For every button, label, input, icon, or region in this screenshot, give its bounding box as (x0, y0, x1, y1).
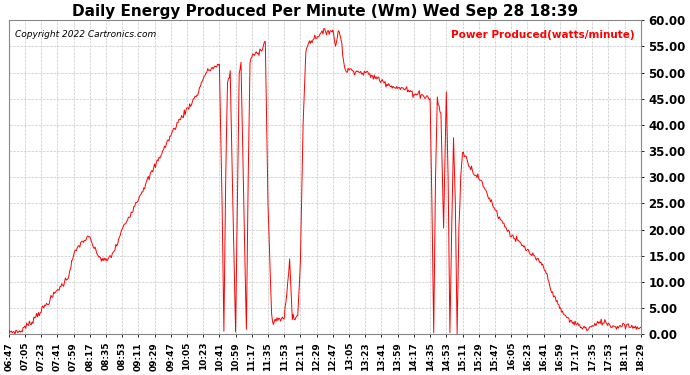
Text: Power Produced(watts/minute): Power Produced(watts/minute) (451, 30, 635, 40)
Title: Daily Energy Produced Per Minute (Wm) Wed Sep 28 18:39: Daily Energy Produced Per Minute (Wm) We… (72, 4, 578, 19)
Text: Copyright 2022 Cartronics.com: Copyright 2022 Cartronics.com (15, 30, 156, 39)
